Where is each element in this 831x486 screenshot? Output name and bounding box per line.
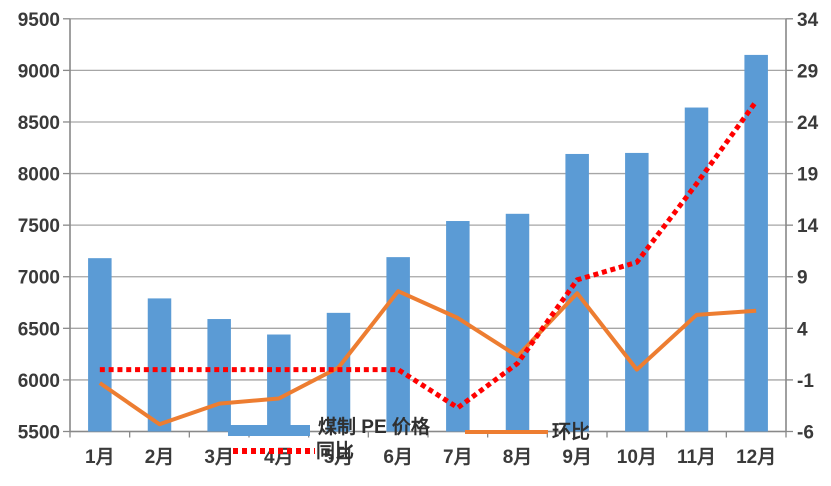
left-axis-tick-label: 9000 — [18, 61, 60, 82]
legend-bar-swatch — [228, 425, 310, 436]
right-axis-tick-label: 29 — [797, 61, 818, 82]
right-axis-tick-label: -6 — [797, 423, 814, 444]
x-axis-label: 10月 — [617, 447, 657, 468]
left-axis-tick-label: 5500 — [18, 423, 60, 444]
huanbi-line — [98, 289, 757, 427]
left-axis-tick-label: 7500 — [18, 216, 60, 237]
x-axis-label: 11月 — [677, 447, 716, 468]
x-axis-label: 5月 — [324, 447, 354, 468]
bar — [505, 213, 530, 432]
bar — [88, 258, 112, 432]
left-axis-tick-label: 6500 — [18, 319, 60, 340]
right-axis-tick-label: 4 — [797, 319, 808, 340]
bar — [207, 319, 231, 432]
right-axis-tick-label: 14 — [797, 216, 819, 237]
right-axis-tick-label: 19 — [797, 165, 818, 186]
bar — [625, 152, 649, 432]
bar — [386, 257, 410, 432]
left-axis-tick-label: 7000 — [18, 268, 60, 289]
x-axis-label: 12月 — [736, 447, 776, 468]
left-axis-tick-label: 9500 — [18, 10, 60, 31]
bar — [267, 334, 291, 432]
x-axis-label: 2月 — [145, 447, 175, 468]
right-axis-tick-label: -1 — [797, 371, 814, 392]
left-axis-tick-label: 8500 — [18, 113, 60, 134]
x-axis-label: 8月 — [503, 447, 533, 468]
legend-huanbi-label: 环比 — [552, 422, 591, 443]
left-axis-tick-label: 8000 — [18, 165, 60, 186]
left-axis-tick-label: 6000 — [18, 371, 60, 392]
bar — [744, 54, 768, 432]
legend-bar-label: 煤制 PE 价格 — [318, 417, 430, 438]
right-axis-tick-label: 34 — [797, 10, 819, 31]
bar — [684, 107, 709, 432]
x-axis-label: 6月 — [383, 447, 413, 468]
legend-huanbi-swatch — [465, 430, 548, 434]
legend-tongbi-swatch — [233, 448, 315, 454]
legend-tongbi-label: 同比 — [316, 441, 355, 462]
x-axis-label: 9月 — [562, 447, 592, 468]
right-axis-tick-label: 24 — [797, 113, 819, 134]
bar — [446, 221, 470, 432]
bar — [326, 312, 351, 432]
tongbi-line — [99, 99, 759, 411]
x-axis-label: 3月 — [204, 447, 234, 468]
x-axis-label: 7月 — [443, 447, 473, 468]
right-axis-tick-label: 9 — [797, 268, 808, 289]
bar — [147, 298, 172, 432]
x-axis-label: 1月 — [85, 447, 115, 468]
